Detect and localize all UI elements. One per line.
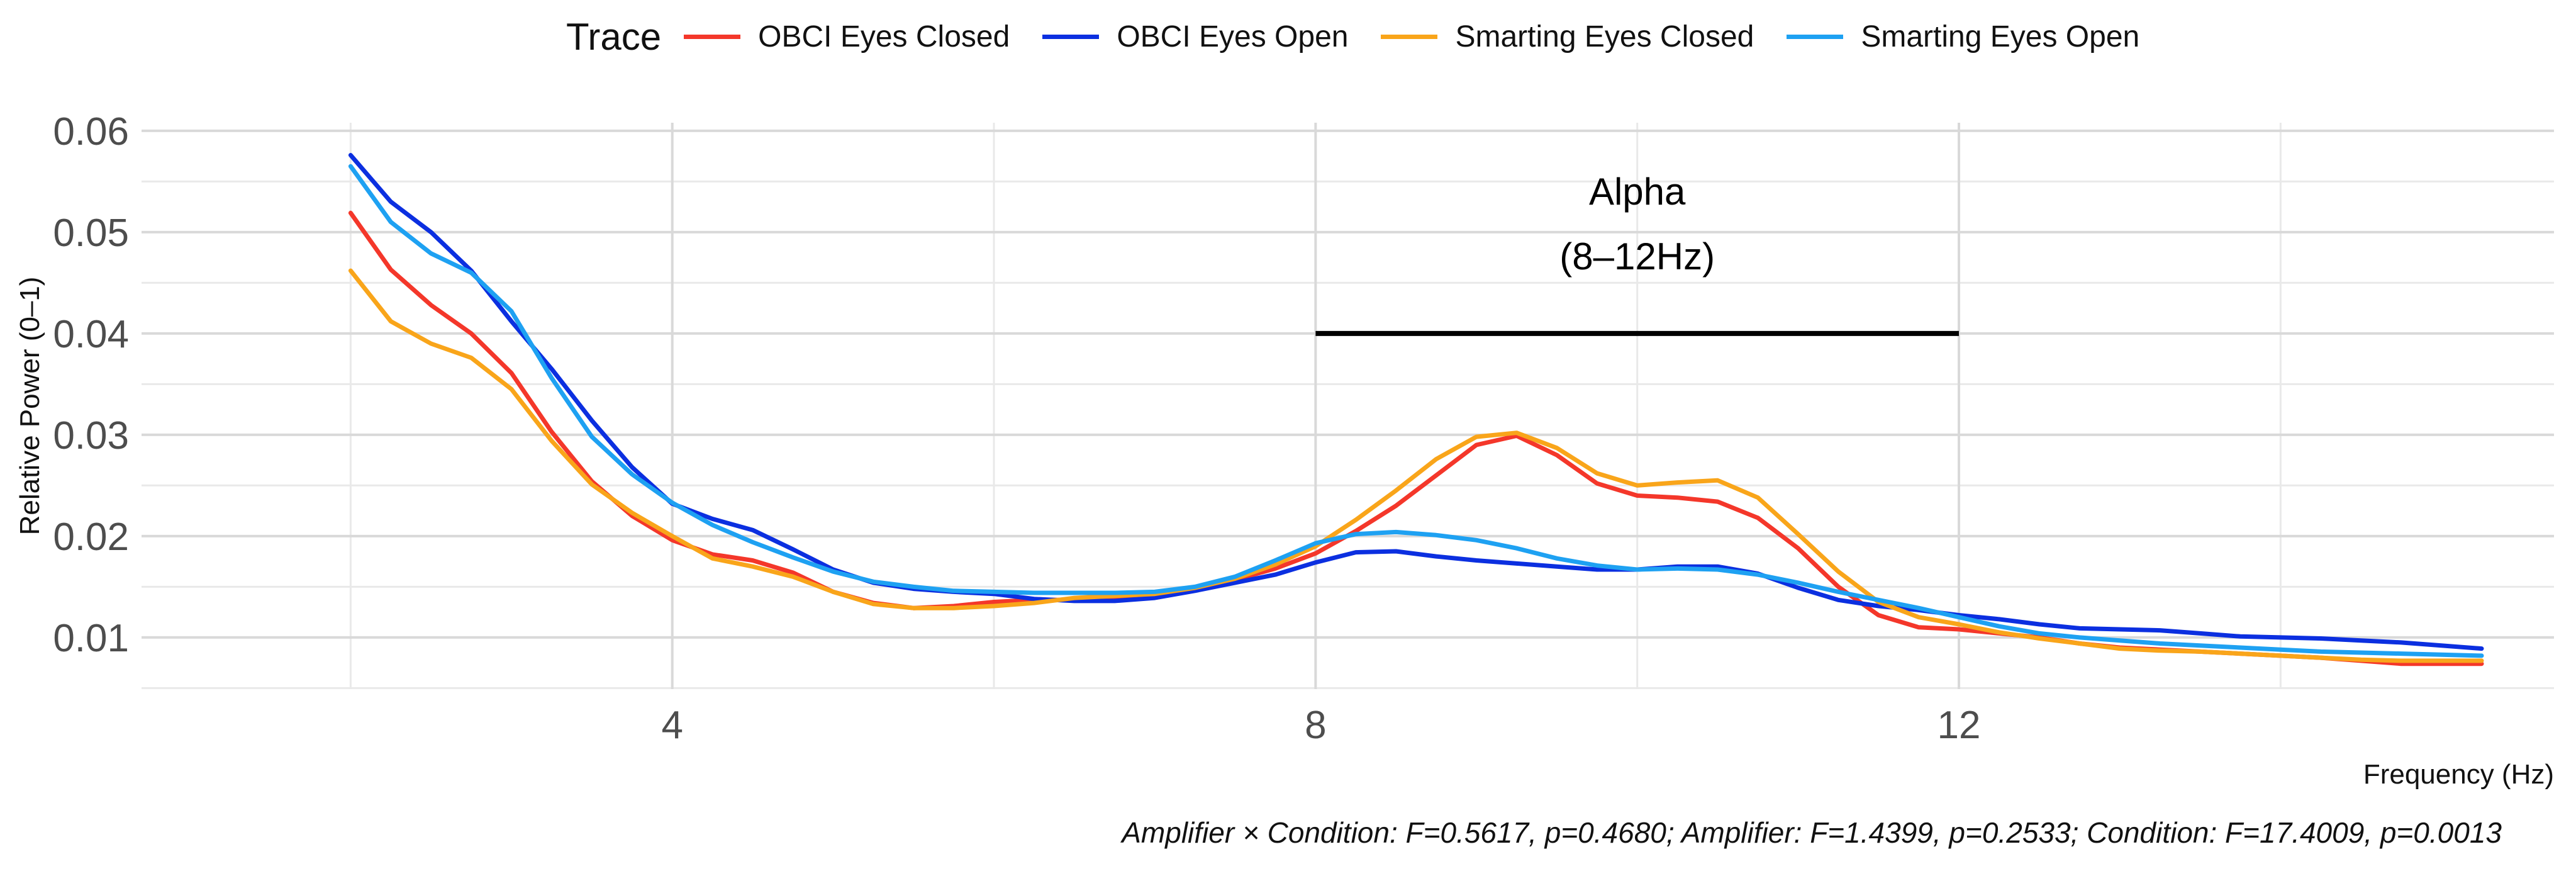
series-line-smarting-eyes-open — [348, 164, 2484, 658]
x-axis-label: Frequency (Hz) — [2363, 759, 2554, 790]
x-tick-label: 12 — [1938, 704, 1981, 747]
legend-label: OBCI Eyes Closed — [758, 20, 1010, 53]
series-line-smarting-eyes-closed — [348, 268, 2484, 663]
legend-label: Smarting Eyes Closed — [1455, 20, 1754, 53]
y-tick-label: 0.03 — [53, 414, 129, 458]
y-tick-label: 0.02 — [53, 515, 129, 559]
x-tick-labels: 4 8 12 — [661, 704, 1980, 747]
legend-item-obci-eyes-closed: OBCI Eyes Closed — [684, 20, 1010, 54]
legend-label: Smarting Eyes Open — [1861, 20, 2140, 53]
y-tick-labels: 0.01 0.02 0.03 0.04 0.05 0.06 — [53, 110, 129, 660]
alpha-annotation: Alpha (8–12Hz) — [1315, 171, 1960, 336]
legend-key-smarting-eyes-closed — [1381, 34, 1438, 39]
legend-key-obci-eyes-closed — [684, 34, 741, 39]
major-gridlines — [142, 123, 2554, 689]
legend-item-smarting-eyes-open: Smarting Eyes Open — [1787, 20, 2139, 54]
y-tick-label: 0.06 — [53, 110, 129, 154]
series-line-obci-eyes-closed — [348, 210, 2484, 666]
legend-item-smarting-eyes-closed: Smarting Eyes Closed — [1381, 20, 1754, 54]
y-axis-label: Relative Power (0–1) — [14, 277, 45, 536]
x-tick-label: 4 — [661, 704, 683, 747]
x-tick-label: 8 — [1305, 704, 1326, 747]
y-tick-label: 0.05 — [53, 211, 129, 255]
series-line-obci-eyes-open — [348, 153, 2484, 651]
alpha-label: Alpha — [1589, 171, 1686, 213]
legend-label: OBCI Eyes Open — [1117, 20, 1349, 53]
y-tick-label: 0.04 — [53, 313, 129, 356]
alpha-range-label: (8–12Hz) — [1559, 235, 1715, 278]
minor-gridlines — [142, 123, 2554, 689]
legend-item-obci-eyes-open: OBCI Eyes Open — [1042, 20, 1348, 54]
legend-key-obci-eyes-open — [1042, 34, 1100, 39]
legend: Trace OBCI Eyes Closed OBCI Eyes Open Sm… — [566, 11, 2172, 62]
statistics-caption: Amplifier × Condition: F=0.5617, p=0.468… — [1122, 816, 2502, 849]
series-lines — [348, 153, 2484, 666]
y-tick-label: 0.01 — [53, 617, 129, 660]
legend-title: Trace — [566, 15, 662, 58]
legend-key-smarting-eyes-open — [1787, 34, 1844, 39]
